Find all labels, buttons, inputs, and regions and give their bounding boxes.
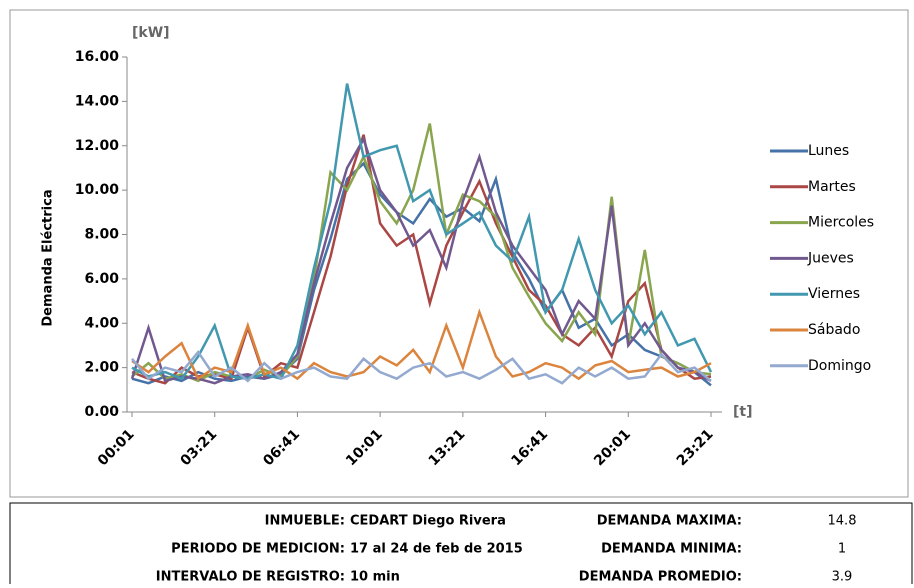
y-tick-label: 10.00	[75, 182, 120, 198]
info-label: DEMANDA PROMEDIO:	[579, 570, 742, 585]
info-frame	[9, 502, 913, 588]
info-label: INMUEBLE:	[265, 514, 345, 529]
legend-label: Viernes	[808, 286, 860, 302]
info-value: 10 min	[350, 570, 400, 585]
series-line	[130, 136, 712, 385]
y-axis-title: Demanda Eléctrica	[41, 189, 56, 326]
info-label: DEMANDA MINIMA:	[601, 542, 742, 557]
y-tick-label: 0.00	[84, 404, 119, 420]
y-tick-label: 12.00	[75, 138, 120, 154]
info-label: INTERVALO DE REGISTRO:	[156, 570, 345, 585]
info-value: 14.8	[828, 514, 857, 529]
legend-label: Martes	[808, 179, 856, 195]
series-line	[131, 308, 712, 381]
info-value: CEDART Diego Rivera	[350, 514, 506, 529]
info-value: 3.9	[832, 570, 853, 585]
legend-label: Domingo	[808, 358, 871, 374]
y-tick-label: 8.00	[84, 227, 119, 243]
legend-label: Sábado	[808, 322, 860, 338]
legend-label: Miercoles	[808, 215, 874, 231]
info-value: 1	[838, 542, 846, 557]
info-label: DEMANDA MAXIMA:	[597, 514, 742, 529]
y-tick-label: 2.00	[84, 360, 119, 376]
series-line	[131, 350, 712, 385]
x-unit: [t]	[733, 404, 753, 420]
y-tick-label: 4.00	[84, 315, 119, 331]
y-tick-label: 14.00	[75, 93, 120, 109]
legend-label: Lunes	[808, 143, 849, 159]
y-tick-label: 16.00	[75, 49, 120, 65]
chart-frame	[9, 9, 909, 498]
info-label: PERIODO DE MEDICION:	[171, 542, 345, 557]
info-value: 17 al 24 de feb de 2015	[350, 542, 523, 557]
legend-label: Jueves	[807, 250, 854, 266]
y-tick-label: 6.00	[84, 271, 119, 287]
y-unit: [kW]	[132, 25, 170, 41]
